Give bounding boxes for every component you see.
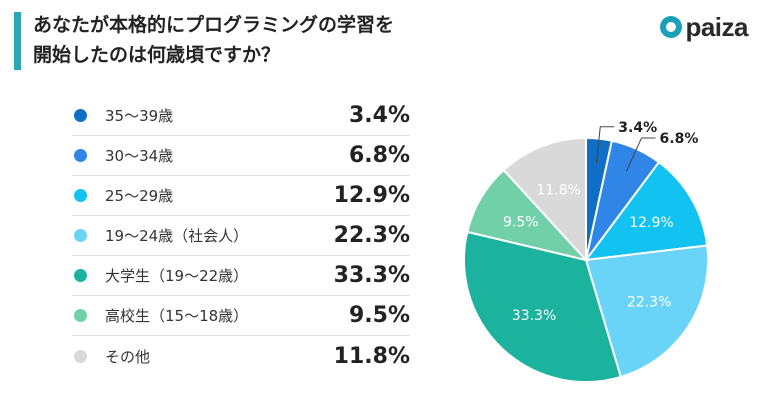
- legend-row: その他 11.8%: [72, 336, 410, 376]
- legend-row: 30〜34歳 6.8%: [72, 136, 410, 176]
- paiza-logo: paiza: [660, 12, 748, 42]
- legend-value: 3.4%: [348, 103, 410, 128]
- pie-slice-label: 12.9%: [629, 215, 673, 231]
- pie-slice-label: 22.3%: [627, 295, 671, 311]
- legend-label: 30〜34歳: [105, 147, 174, 165]
- paiza-logo-mark-icon: [660, 16, 683, 38]
- pie-slice-label: 6.8%: [660, 131, 699, 147]
- pie-slice: [583, 160, 709, 262]
- pie-slice: [463, 230, 623, 383]
- legend-label: 高校生（15〜18歳）: [105, 307, 249, 325]
- paiza-logo-text: paiza: [685, 11, 748, 42]
- pie-slice-label: 9.5%: [503, 215, 539, 231]
- legend-row: 35〜39歳 3.4%: [72, 96, 410, 136]
- legend-value: 11.8%: [333, 343, 410, 369]
- pie-slice: [502, 136, 587, 263]
- legend-label: 大学生（19〜22歳）: [105, 267, 249, 285]
- legend-swatch: [74, 269, 87, 282]
- legend-swatch: [74, 309, 87, 322]
- legend-label: 25〜29歳: [105, 187, 174, 205]
- leader-line: [595, 126, 615, 164]
- legend-row: 高校生（15〜18歳） 9.5%: [72, 296, 410, 336]
- pie-slice: [584, 244, 709, 379]
- title-line-1: あなたが本格的にプログラミングの学習を: [33, 14, 395, 36]
- legend-row: 大学生（19〜22歳） 33.3%: [72, 256, 410, 296]
- legend-label: 19〜24歳（社会人）: [105, 227, 249, 245]
- legend-row: 25〜29歳 12.9%: [72, 176, 410, 216]
- pie-slice-label: 3.4%: [618, 120, 657, 136]
- title-line-2: 開始したのは何歳頃ですか？: [33, 44, 281, 66]
- pie-slice-label: 11.8%: [536, 182, 580, 198]
- legend-swatch: [74, 189, 87, 202]
- legend: 35〜39歳 3.4% 30〜34歳 6.8% 25〜29歳 12.9% 19〜24歳（社会…: [72, 96, 410, 376]
- legend-swatch: [74, 349, 87, 363]
- leader-line: [625, 137, 656, 172]
- title-accent-bar: [14, 12, 21, 70]
- pie-slice-label: 33.3%: [512, 308, 556, 324]
- legend-value: 22.3%: [333, 223, 410, 248]
- chart-title: あなたが本格的にプログラミングの学習を 開始したのは何歳頃ですか？: [33, 10, 473, 70]
- legend-row: 19〜24歳（社会人） 22.3%: [72, 216, 410, 256]
- legend-value: 33.3%: [333, 263, 410, 288]
- legend-swatch: [74, 229, 87, 242]
- legend-label: その他: [105, 347, 151, 366]
- legend-label: 35〜39歳: [105, 107, 174, 125]
- legend-swatch: [74, 109, 87, 122]
- legend-value: 9.5%: [348, 303, 410, 328]
- legend-value: 6.8%: [348, 143, 410, 168]
- pie-chart: 3.4%6.8% 12.9% 22.3% 33.3% 9.5% 11.8%: [463, 120, 709, 383]
- legend-swatch: [74, 149, 87, 162]
- legend-value: 12.9%: [333, 183, 410, 208]
